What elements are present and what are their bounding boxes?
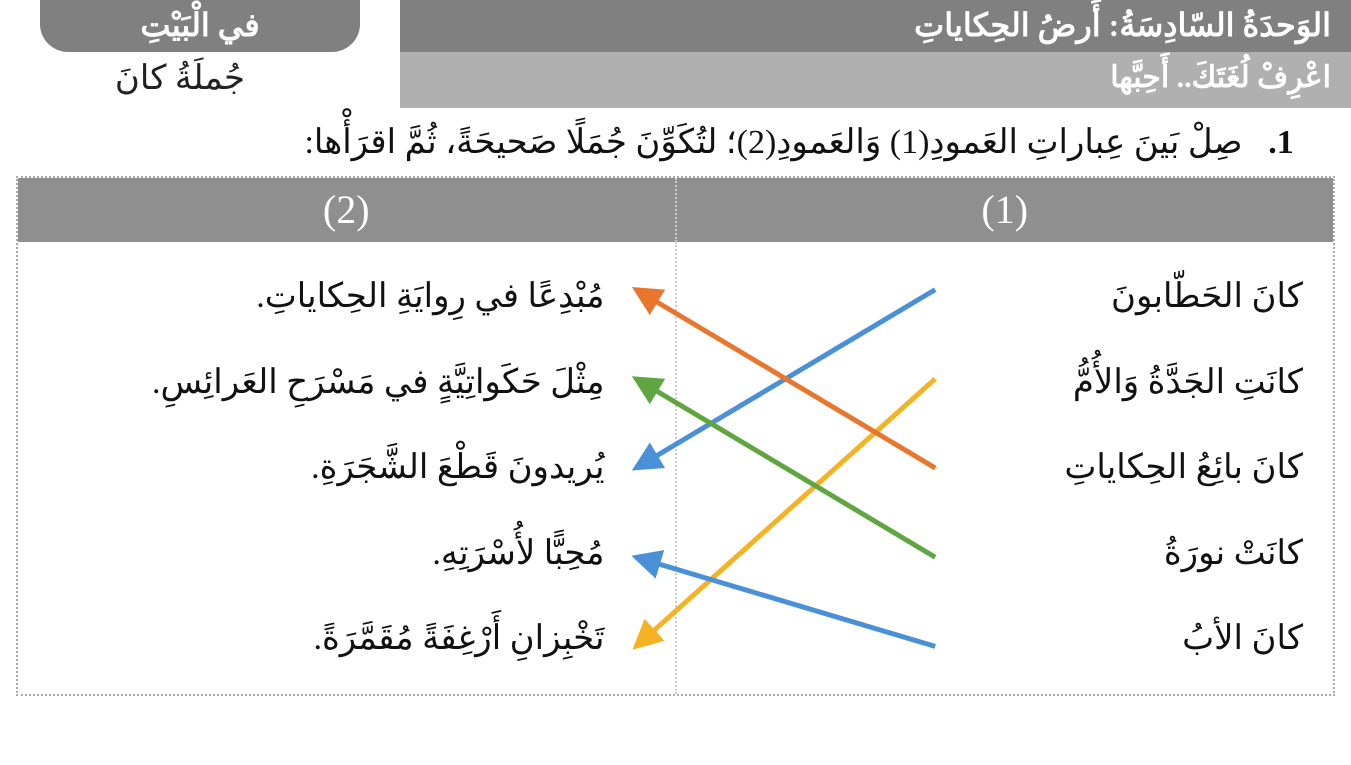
col2-item: مُحِبًّا لأُسْرَتِهِ.	[48, 530, 645, 578]
home-badge: في الْبَيْتِ	[40, 0, 360, 52]
subtitle: اعْرِفْ لُغَتَكَ.. أَحِبَّها	[400, 52, 1351, 108]
header-row: الوَحدَةُ السّادِسَةُ: أَرضُ الحِكاياتِ …	[0, 0, 1351, 52]
col2-item: يُريدونَ قَطْعَ الشَّجَرَةِ.	[48, 444, 645, 492]
col1-header: (1)	[675, 178, 1334, 242]
col1-item: كانَ الحَطّابونَ	[707, 273, 1304, 321]
question-text: صِلْ بَينَ عِباراتِ العَمودِ(1) وَالعَمو…	[304, 124, 1242, 161]
question-number: 1.	[1251, 124, 1311, 162]
col2-item: مُبْدِعًا في رِوايَةِ الحِكاياتِ.	[48, 273, 645, 321]
column-2: مُبْدِعًا في رِوايَةِ الحِكاياتِ. مِثْلَ…	[18, 242, 675, 694]
col2-header: (2)	[18, 178, 675, 242]
question: 1. صِلْ بَينَ عِباراتِ العَمودِ(1) وَالع…	[0, 108, 1351, 176]
unit-title: الوَحدَةُ السّادِسَةُ: أَرضُ الحِكاياتِ	[400, 0, 1351, 52]
sub-row: اعْرِفْ لُغَتَكَ.. أَحِبَّها جُملَةُ كان…	[0, 52, 1351, 108]
col1-item: كانَ بائِعُ الحِكاياتِ	[707, 444, 1304, 492]
lesson-name: جُملَةُ كانَ	[0, 52, 360, 108]
col2-item: مِثْلَ حَكَواتِيَّةٍ في مَسْرَحِ العَرائ…	[48, 359, 645, 407]
col1-item: كانَتِ الجَدَّةُ وَالأُمُّ	[707, 359, 1304, 407]
col1-item: كانَتْ نورَةُ	[707, 530, 1304, 578]
col2-item: تَخْبِزانِ أَرْغِفَةً مُقَمَّرَةً.	[48, 615, 645, 663]
table-header: (1) (2)	[18, 178, 1333, 242]
table-body: كانَ الحَطّابونَ كانَتِ الجَدَّةُ وَالأُ…	[18, 242, 1333, 694]
gap	[360, 52, 400, 108]
gap	[360, 0, 400, 52]
column-1: كانَ الحَطّابونَ كانَتِ الجَدَّةُ وَالأُ…	[675, 242, 1334, 694]
matching-table: (1) (2) كانَ الحَطّابونَ كانَتِ الجَدَّة…	[16, 176, 1335, 696]
col1-item: كانَ الأبُ	[707, 615, 1304, 663]
